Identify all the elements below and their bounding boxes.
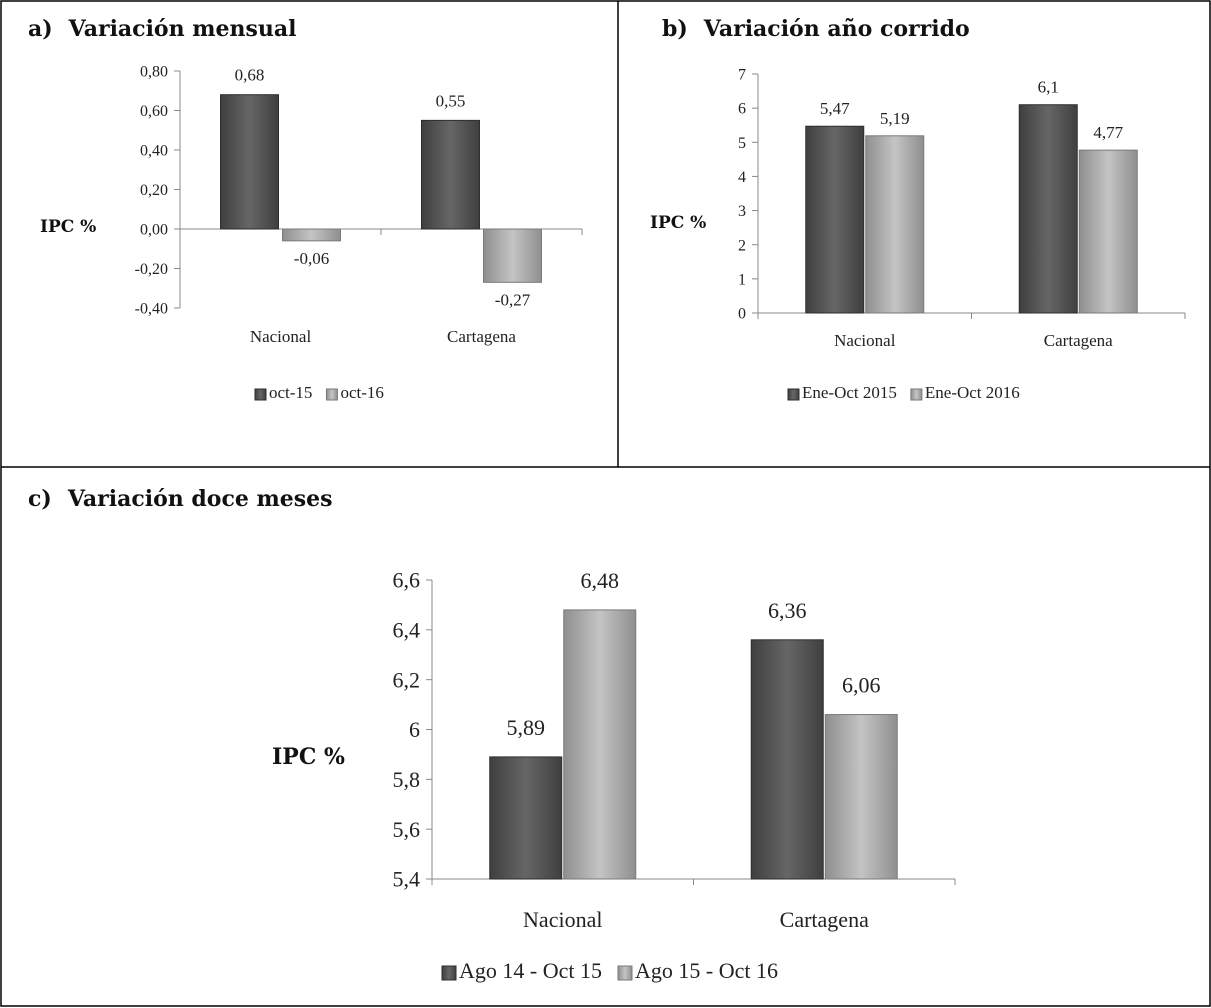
data-label: 6,06 [842, 673, 881, 698]
data-label: 4,77 [1093, 123, 1123, 142]
y-tick-label: 4 [738, 169, 746, 186]
bar [220, 94, 279, 230]
category-label: Nacional [834, 331, 896, 350]
bar [1018, 104, 1078, 314]
bar [865, 135, 925, 314]
data-label: 6,1 [1038, 78, 1059, 97]
y-tick-label: 2 [738, 237, 746, 254]
y-tick-label: 6,6 [393, 568, 421, 593]
data-label: 6,36 [768, 598, 807, 623]
bar [1078, 149, 1138, 314]
chart-c: 5,4 5,6 5,8 6 6,2 6,4 6,6 IPC % 5,89 6,48 Nacional… [272, 568, 956, 983]
data-label: 0,68 [235, 66, 265, 85]
category-label: Cartagena [780, 907, 869, 932]
legend-entry: oct-15 [269, 383, 312, 402]
data-label: 0,55 [436, 91, 466, 110]
legend-entry: oct-16 [340, 383, 383, 402]
legend-entry: Ene-Oct 2016 [925, 383, 1020, 402]
chart-a: -0,40 -0,20 0,00 0,20 0,40 0,60 0,80 IPC % 0,68 -… [40, 64, 583, 402]
y-axis-label: IPC % [40, 217, 96, 237]
data-label: -0,06 [294, 249, 329, 268]
legend-swatch [910, 388, 923, 401]
legend-entry: Ago 14 - Oct 15 [459, 958, 602, 983]
y-tick-label: 5,8 [393, 767, 421, 792]
legend-swatch [325, 388, 338, 401]
bar [421, 119, 480, 230]
category-label: Cartagena [1044, 331, 1113, 350]
panel-c-title: c) Variación doce meses [28, 486, 333, 512]
category-label: Nacional [523, 907, 602, 932]
legend-swatch [617, 965, 633, 981]
y-tick-label: 0,20 [140, 182, 168, 199]
panel-a-title: a) Variación mensual [28, 16, 297, 42]
y-tick-label: 5 [738, 135, 746, 152]
bar [563, 609, 637, 880]
y-tick-label: 0,00 [140, 222, 168, 239]
y-tick-label: -0,20 [135, 261, 168, 278]
y-tick-label: 5,4 [393, 867, 421, 892]
y-tick-label: 0 [738, 306, 746, 323]
data-label: 5,47 [820, 99, 850, 118]
y-tick-label: 5,6 [393, 817, 421, 842]
y-tick-label: 6 [738, 101, 746, 118]
legend-swatch [254, 388, 267, 401]
y-tick-label: -0,40 [135, 301, 168, 318]
y-tick-label: 0,40 [140, 143, 168, 160]
bar [483, 228, 542, 283]
bar [282, 228, 341, 242]
legend-swatch [441, 965, 457, 981]
data-label: 5,89 [507, 715, 546, 740]
data-label: -0,27 [495, 290, 531, 309]
y-tick-label: 1 [738, 271, 746, 288]
y-tick-label: 6,2 [393, 667, 421, 692]
bar [489, 756, 563, 880]
y-axis-label: IPC % [272, 744, 345, 770]
category-label: Cartagena [447, 327, 516, 346]
y-tick-label: 3 [738, 203, 746, 220]
bar [805, 125, 865, 314]
data-label: 6,48 [581, 568, 620, 593]
category-label: Nacional [250, 327, 312, 346]
y-tick-label: 7 [738, 67, 746, 84]
bar [824, 714, 898, 880]
y-tick-label: 6,4 [393, 618, 421, 643]
bar [750, 639, 824, 880]
legend-entry: Ago 15 - Oct 16 [635, 958, 778, 983]
legend-swatch [787, 388, 800, 401]
legend-entry: Ene-Oct 2015 [802, 383, 897, 402]
data-label: 5,19 [880, 109, 910, 128]
panel-b-title: b) Variación año corrido [662, 16, 970, 42]
chart-b: 0 1 2 3 4 5 6 7 IPC % 5,47 5,19 Nacional 6,1 4,77 Cart… [650, 67, 1186, 402]
y-axis-label: IPC % [650, 213, 706, 233]
y-tick-label: 0,60 [140, 103, 168, 120]
y-tick-label: 6 [409, 717, 420, 742]
y-tick-label: 0,80 [140, 64, 168, 81]
